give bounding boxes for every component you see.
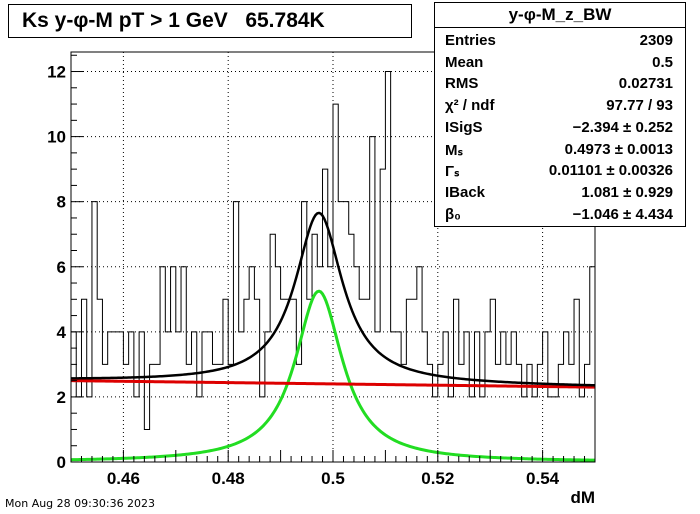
stats-row: Entries 2309	[435, 30, 685, 52]
stats-label: RMS	[445, 75, 479, 93]
stats-value: 2309	[639, 32, 673, 49]
stats-label: Mₛ	[445, 141, 464, 159]
stats-label: χ² / ndf	[445, 97, 495, 115]
stats-row: IBack 1.081 ± 0.929	[435, 182, 685, 204]
signal-curve	[70, 289, 596, 462]
stats-value: −2.394 ± 0.252	[572, 118, 673, 136]
stats-row: χ² / ndf 97.77 / 93	[435, 95, 685, 117]
stats-row: Mₛ 0.4973 ± 0.0013	[435, 139, 685, 161]
total-fit-curve	[70, 211, 596, 387]
stats-value: 0.5	[652, 53, 673, 71]
stats-label: Entries	[445, 32, 496, 49]
y-tick-label: 2	[57, 388, 66, 407]
stats-label: IBack	[445, 183, 486, 201]
x-tick-label: 0.54	[526, 469, 560, 488]
stats-value: 0.01101 ± 0.00326	[548, 162, 673, 180]
y-tick-label: 4	[57, 323, 67, 342]
histogram-bars	[70, 71, 596, 462]
stats-row: Γₛ 0.01101 ± 0.00326	[435, 160, 685, 182]
stats-value: 0.02731	[618, 75, 673, 93]
axes: 0.46 0.48 0.5 0.52 0.54 0 2 4 6 8 10 12	[47, 51, 596, 488]
plot-title: Ks y-φ-M pT > 1 GeV 65.784K	[8, 4, 412, 38]
stats-row: Mean 0.5	[435, 52, 685, 74]
stats-value: 1.081 ± 0.929	[581, 183, 673, 201]
timestamp: Mon Aug 28 09:30:36 2023	[5, 497, 156, 510]
stats-label: Γₛ	[445, 163, 460, 181]
y-tick-label: 6	[57, 258, 66, 277]
y-tick-label: 10	[47, 128, 66, 147]
fit-curves	[70, 211, 596, 462]
stats-title: y-φ-M_z_BW	[435, 3, 685, 28]
stats-value: −1.046 ± 4.434	[572, 205, 673, 223]
y-tick-label: 8	[57, 193, 66, 212]
x-tick-label: 0.5	[321, 469, 345, 488]
y-tick-label: 0	[57, 453, 66, 472]
y-tick-label: 12	[47, 63, 66, 82]
stats-value: 0.4973 ± 0.0013	[564, 140, 673, 158]
stats-row: β₀ −1.046 ± 4.434	[435, 204, 685, 226]
stats-label: Mean	[445, 53, 484, 71]
stats-value: 97.77 / 93	[606, 97, 673, 115]
stats-label: β₀	[445, 205, 461, 223]
x-tick-label: 0.46	[107, 469, 140, 488]
stats-row: RMS 0.02731	[435, 73, 685, 95]
x-axis-label: dM	[570, 488, 595, 507]
histogram-outline	[70, 71, 596, 462]
stats-row: ISigS −2.394 ± 0.252	[435, 117, 685, 139]
stats-box: y-φ-M_z_BW Entries 2309 Mean 0.5 RMS 0.02731 χ…	[434, 2, 686, 227]
background-curve	[70, 379, 596, 389]
x-tick-label: 0.48	[212, 469, 245, 488]
stats-label: ISigS	[445, 118, 483, 136]
x-tick-label: 0.52	[421, 469, 454, 488]
